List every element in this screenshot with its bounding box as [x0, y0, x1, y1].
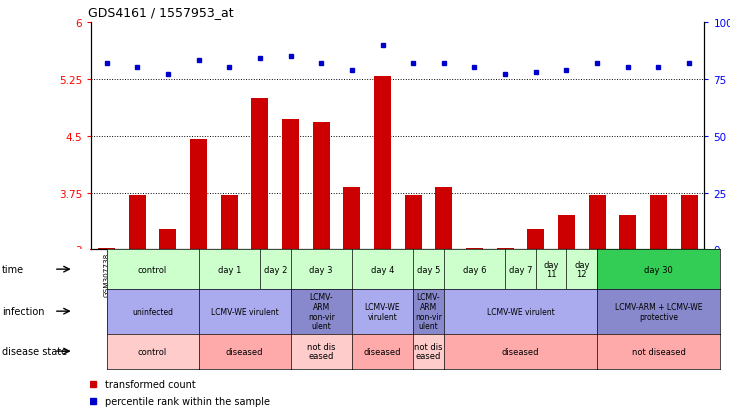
Text: day 5: day 5: [417, 265, 440, 274]
Bar: [527, 230, 545, 250]
Bar: [558, 216, 575, 250]
Bar: [190, 140, 207, 250]
Text: not dis
eased: not dis eased: [414, 342, 443, 361]
Text: infection: infection: [1, 306, 45, 316]
Text: LCMV-WE virulent: LCMV-WE virulent: [211, 307, 278, 316]
Bar: [159, 230, 177, 250]
Text: diseased: diseased: [226, 347, 264, 356]
Text: day
12: day 12: [574, 260, 590, 279]
Text: GDS4161 / 1557953_at: GDS4161 / 1557953_at: [88, 6, 234, 19]
Text: day 7: day 7: [509, 265, 532, 274]
Text: control: control: [138, 265, 167, 274]
Bar: [680, 195, 698, 250]
Text: control: control: [138, 347, 167, 356]
Text: LCMV-
ARM
non-vir
ulent: LCMV- ARM non-vir ulent: [308, 292, 334, 330]
Bar: [619, 216, 637, 250]
Bar: [496, 248, 514, 250]
Text: day 1: day 1: [218, 265, 241, 274]
Text: time: time: [1, 264, 24, 275]
Text: day 2: day 2: [264, 265, 287, 274]
Bar: [220, 195, 238, 250]
Text: day 4: day 4: [371, 265, 394, 274]
Text: transformed count: transformed count: [105, 379, 196, 389]
Bar: [128, 195, 146, 250]
Bar: [588, 195, 606, 250]
Bar: [282, 120, 299, 250]
Text: day 6: day 6: [463, 265, 486, 274]
Bar: [374, 77, 391, 250]
Text: LCMV-
ARM
non-vir
ulent: LCMV- ARM non-vir ulent: [415, 292, 442, 330]
Bar: [650, 195, 667, 250]
Bar: [251, 98, 269, 250]
Bar: [466, 248, 483, 250]
Bar: [343, 188, 361, 250]
Text: not dis
eased: not dis eased: [307, 342, 336, 361]
Bar: [312, 123, 330, 250]
Bar: [98, 248, 115, 250]
Text: LCMV-ARM + LCMV-WE
protective: LCMV-ARM + LCMV-WE protective: [615, 302, 702, 321]
Text: percentile rank within the sample: percentile rank within the sample: [105, 396, 270, 406]
Text: not diseased: not diseased: [631, 347, 685, 356]
Text: disease state: disease state: [1, 346, 67, 356]
Text: uninfected: uninfected: [132, 307, 173, 316]
Bar: [435, 188, 453, 250]
Text: diseased: diseased: [502, 347, 539, 356]
Bar: [404, 195, 422, 250]
Text: day 30: day 30: [644, 265, 673, 274]
Text: LCMV-WE
virulent: LCMV-WE virulent: [365, 302, 400, 321]
Text: LCMV-WE virulent: LCMV-WE virulent: [487, 307, 554, 316]
Text: day
11: day 11: [543, 260, 559, 279]
Text: day 3: day 3: [310, 265, 333, 274]
Text: diseased: diseased: [364, 347, 402, 356]
